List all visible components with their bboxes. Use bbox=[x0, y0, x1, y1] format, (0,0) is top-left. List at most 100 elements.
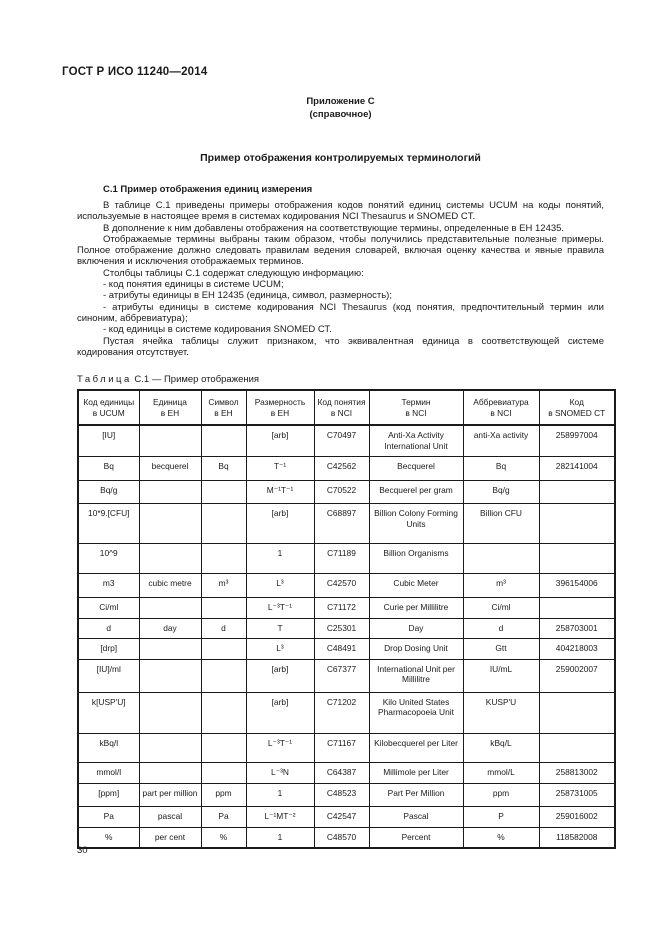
table-caption-text: С.1 — Пример отображения bbox=[134, 374, 260, 386]
table-cell bbox=[138, 762, 202, 784]
table-cell bbox=[200, 424, 247, 458]
standard-code: ГОСТ Р ИСО 11240—2014 bbox=[62, 66, 208, 78]
table-cell: day bbox=[138, 617, 202, 640]
column-header: Код в SNOMED CT bbox=[538, 389, 616, 427]
table-cell: Millimole per Liter bbox=[368, 762, 464, 784]
table-cell: Bq/g bbox=[77, 479, 140, 505]
table-cell: d bbox=[200, 617, 247, 640]
table-cell bbox=[200, 732, 247, 764]
table-cell: P bbox=[462, 806, 540, 828]
table-cell: m³ bbox=[200, 572, 247, 599]
column-header-line2: в NCI bbox=[405, 407, 427, 418]
table-cell bbox=[138, 732, 202, 764]
table-cell: Ci/ml bbox=[77, 597, 140, 619]
table-cell: [IU] bbox=[77, 424, 140, 458]
table-cell bbox=[538, 691, 616, 734]
table-cell bbox=[200, 597, 247, 619]
table-cell: Pa bbox=[200, 806, 247, 828]
closing-paragraph-block: Пустая ячейка таблицы служит признаком, … bbox=[77, 336, 604, 359]
table-cell: IU/mL bbox=[462, 658, 540, 693]
table-cell bbox=[138, 424, 202, 458]
column-header: Аббревиатура в NCI bbox=[462, 389, 540, 427]
column-header-line1: Символ bbox=[208, 397, 239, 408]
table-cell bbox=[138, 503, 202, 545]
table-body: [IU] [arb] C70497 Anti-Xa Activity Internat… bbox=[77, 424, 616, 849]
table-cell: 1 bbox=[245, 543, 315, 574]
table-cell: 1 bbox=[245, 782, 315, 808]
table-cell: Ci/ml bbox=[462, 597, 540, 619]
table-cell: Billion Colony Forming Units bbox=[368, 503, 464, 545]
table-row: m3 cubic metre m³ L³ C42570 Cubic Meter m³ 3961… bbox=[77, 572, 616, 599]
table-cell: 258731005 bbox=[538, 782, 616, 808]
list-item: - код понятия единицы в системе UCUM; bbox=[103, 279, 284, 291]
column-header-line2: в UCUM bbox=[92, 407, 125, 418]
table-cell: [arb] bbox=[245, 691, 315, 734]
table-row: Pa pascal Pa L⁻¹MT⁻² C42547 Pascal P 259016002 bbox=[77, 806, 616, 828]
table-cell: C71189 bbox=[313, 543, 370, 574]
table-cell: M⁻¹T⁻¹ bbox=[245, 479, 315, 505]
column-header-line2: в ЕН bbox=[270, 407, 290, 418]
table-cell bbox=[462, 543, 540, 574]
table-cell: 10*9.[CFU] bbox=[77, 503, 140, 545]
table-cell: Drop Dosing Unit bbox=[368, 638, 464, 660]
table-cell bbox=[200, 762, 247, 784]
table-cell: Kilobecquerel per Liter bbox=[368, 732, 464, 764]
table-cell: Bq bbox=[200, 456, 247, 481]
table-cell: L⁻³N bbox=[245, 762, 315, 784]
table-cell bbox=[138, 543, 202, 574]
table-cell: kBq/l bbox=[77, 732, 140, 764]
table-cell bbox=[138, 658, 202, 693]
table-cell: 259016002 bbox=[538, 806, 616, 828]
table-cell: C70522 bbox=[313, 479, 370, 505]
table-cell: Part Per Million bbox=[368, 782, 464, 808]
table-cell: 396154006 bbox=[538, 572, 616, 599]
table-row: 10^9 1 C71189 Billion Organisms bbox=[77, 543, 616, 574]
appendix-block: Приложение С (справочное) bbox=[77, 95, 604, 121]
table-cell: International Unit per Millilitre bbox=[368, 658, 464, 693]
table-cell bbox=[138, 691, 202, 734]
table-cell: Gtt bbox=[462, 638, 540, 660]
table-cell: Anti-Xa Activity International Unit bbox=[368, 424, 464, 458]
table-cell: k[USP'U] bbox=[77, 691, 140, 734]
column-header: Единица в ЕН bbox=[138, 389, 202, 427]
table-cell: Becquerel per gram bbox=[368, 479, 464, 505]
table-cell bbox=[200, 503, 247, 545]
column-header-line2: в NCI bbox=[330, 407, 353, 418]
table-cell: cubic metre bbox=[138, 572, 202, 599]
table-row: k[USP'U] [arb] C71202 Kilo United States Ph… bbox=[77, 691, 616, 734]
table-cell: d bbox=[462, 617, 540, 640]
table-cell: C42547 bbox=[313, 806, 370, 828]
table-cell: C71172 bbox=[313, 597, 370, 619]
table-cell: Day bbox=[368, 617, 464, 640]
table-cell bbox=[200, 543, 247, 574]
table-cell: [arb] bbox=[245, 503, 315, 545]
column-header: Код единицы в UCUM bbox=[77, 389, 140, 427]
table-row: [ppm] part per million ppm 1 C48523 Part Per … bbox=[77, 782, 616, 808]
table-cell: Bq bbox=[462, 456, 540, 481]
table-cell: C48570 bbox=[313, 826, 370, 849]
intro-paragraph: В дополнение к ним добавлены отображения… bbox=[103, 222, 565, 234]
column-header: Размерность в ЕН bbox=[245, 389, 315, 427]
column-header-line2: в SNOMED CT bbox=[548, 407, 606, 418]
appendix-subtitle: (справочное) bbox=[309, 109, 372, 120]
table-cell: C71202 bbox=[313, 691, 370, 734]
table-cell: L⁻³T⁻¹ bbox=[245, 597, 315, 619]
table-cell: C42570 bbox=[313, 572, 370, 599]
table-cell: % bbox=[462, 826, 540, 849]
table-cell: L³ bbox=[245, 572, 315, 599]
table-cell: T bbox=[245, 617, 315, 640]
table-cell: % bbox=[200, 826, 247, 849]
column-header-line1: Термин bbox=[401, 397, 431, 408]
table-cell: T⁻¹ bbox=[245, 456, 315, 481]
table-cell bbox=[200, 691, 247, 734]
column-header-line1: Аббревиатура bbox=[473, 397, 529, 408]
intro-paragraph: Столбцы таблицы С.1 содержат следующую и… bbox=[103, 267, 364, 279]
table-row: [drp] L³ C48491 Drop Dosing Unit Gtt 40421800… bbox=[77, 638, 616, 660]
table-cell: becquerel bbox=[138, 456, 202, 481]
units-mapping-table: Код единицы в UCUM Единица в ЕН Символ в ЕН Ра… bbox=[77, 389, 616, 850]
table-cell: 282141004 bbox=[538, 456, 616, 481]
table-cell: per cent bbox=[138, 826, 202, 849]
table-cell: C70497 bbox=[313, 424, 370, 458]
table-cell: mmol/L bbox=[462, 762, 540, 784]
section-heading: С.1 Пример отображения единиц измерения bbox=[103, 184, 313, 195]
